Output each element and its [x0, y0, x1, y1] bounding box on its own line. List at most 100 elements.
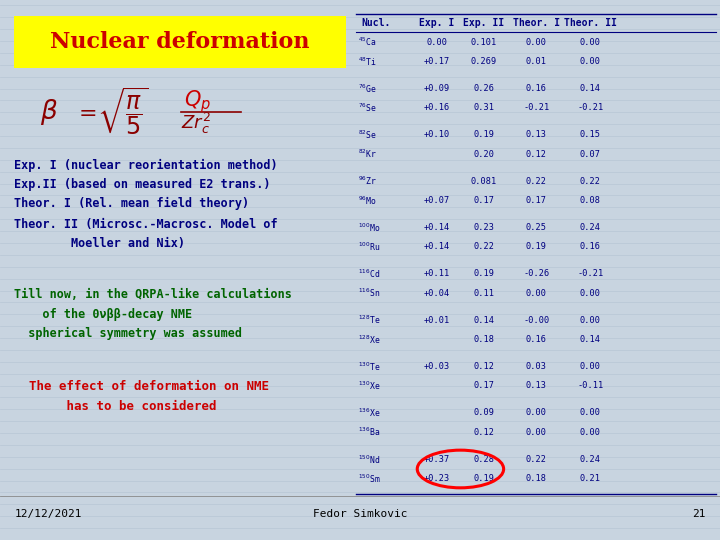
Text: 0.28: 0.28 — [473, 455, 495, 464]
Text: +0.01: +0.01 — [424, 316, 450, 325]
Text: 0.11: 0.11 — [473, 289, 495, 298]
Text: 0.00: 0.00 — [580, 408, 601, 417]
Text: $^{116}$Cd: $^{116}$Cd — [358, 268, 380, 280]
Text: 0.081: 0.081 — [471, 177, 497, 186]
Text: $\beta$: $\beta$ — [40, 97, 58, 127]
Text: 0.19: 0.19 — [473, 269, 495, 279]
Text: $^{130}$Te: $^{130}$Te — [358, 360, 380, 373]
Text: 0.25: 0.25 — [526, 223, 547, 232]
Text: $^{48}$Ti: $^{48}$Ti — [358, 55, 377, 68]
Text: $^{82}$Kr: $^{82}$Kr — [358, 148, 377, 160]
Text: 0.00: 0.00 — [426, 38, 448, 46]
Text: +0.10: +0.10 — [424, 130, 450, 139]
Text: 0.01: 0.01 — [526, 57, 547, 66]
Text: Exp. I (nuclear reorientation method): Exp. I (nuclear reorientation method) — [14, 159, 278, 172]
Text: has to be considered: has to be considered — [14, 400, 217, 413]
Text: Exp. I: Exp. I — [420, 18, 454, 28]
Text: 12/12/2021: 12/12/2021 — [14, 509, 82, 519]
Text: 0.21: 0.21 — [580, 474, 601, 483]
Text: Theor. II: Theor. II — [564, 18, 617, 28]
Text: $^{116}$Sn: $^{116}$Sn — [358, 287, 380, 299]
Text: -0.21: -0.21 — [577, 269, 603, 279]
Text: 0.19: 0.19 — [526, 242, 547, 251]
Text: 0.17: 0.17 — [473, 381, 495, 390]
Text: 0.00: 0.00 — [580, 316, 601, 325]
Text: The effect of deformation on NME: The effect of deformation on NME — [14, 380, 269, 393]
Text: 0.18: 0.18 — [473, 335, 495, 344]
Text: $^{100}$Ru: $^{100}$Ru — [358, 241, 380, 253]
Text: Till now, in the QRPA-like calculations: Till now, in the QRPA-like calculations — [14, 288, 292, 301]
Text: 0.16: 0.16 — [526, 84, 547, 93]
Text: 0.24: 0.24 — [580, 223, 601, 232]
Text: Theor. I: Theor. I — [513, 18, 560, 28]
Text: 0.18: 0.18 — [526, 474, 547, 483]
Text: Exp. II: Exp. II — [463, 18, 505, 28]
Text: 0.14: 0.14 — [580, 84, 601, 93]
Text: 0.14: 0.14 — [473, 316, 495, 325]
Text: $^{76}$Ge: $^{76}$Ge — [358, 82, 377, 94]
Text: +0.03: +0.03 — [424, 362, 450, 371]
Text: 0.08: 0.08 — [580, 196, 601, 205]
Text: 0.269: 0.269 — [471, 57, 497, 66]
Text: $^{128}$Xe: $^{128}$Xe — [358, 333, 380, 346]
Text: Theor. I (Rel. mean field theory): Theor. I (Rel. mean field theory) — [14, 197, 250, 210]
Text: 0.03: 0.03 — [526, 362, 547, 371]
Text: +0.04: +0.04 — [424, 289, 450, 298]
Text: +0.11: +0.11 — [424, 269, 450, 279]
Text: 0.22: 0.22 — [473, 242, 495, 251]
Text: $^{150}$Nd: $^{150}$Nd — [358, 453, 380, 465]
Text: 0.19: 0.19 — [473, 474, 495, 483]
Text: 0.00: 0.00 — [580, 57, 601, 66]
Text: 0.22: 0.22 — [526, 455, 547, 464]
Text: 0.23: 0.23 — [473, 223, 495, 232]
Text: 0.14: 0.14 — [580, 335, 601, 344]
Text: 0.00: 0.00 — [526, 408, 547, 417]
Text: $^{76}$Se: $^{76}$Se — [358, 102, 377, 114]
Text: $Q_p$: $Q_p$ — [184, 88, 211, 115]
Text: -0.21: -0.21 — [523, 103, 549, 112]
Text: -0.21: -0.21 — [577, 103, 603, 112]
Text: $^{96}$Mo: $^{96}$Mo — [358, 194, 377, 207]
Text: 0.00: 0.00 — [580, 38, 601, 46]
Text: Theor. II (Microsc.-Macrosc. Model of: Theor. II (Microsc.-Macrosc. Model of — [14, 218, 278, 231]
Text: Exp.II (based on measured E2 trans.): Exp.II (based on measured E2 trans.) — [14, 178, 271, 191]
Text: Moeller and Nix): Moeller and Nix) — [14, 237, 186, 249]
Text: +0.16: +0.16 — [424, 103, 450, 112]
Text: $\sqrt{\dfrac{\pi}{5}}$: $\sqrt{\dfrac{\pi}{5}}$ — [97, 86, 148, 138]
Text: 0.17: 0.17 — [526, 196, 547, 205]
Text: $^{136}$Xe: $^{136}$Xe — [358, 407, 380, 419]
Text: $^{150}$Sm: $^{150}$Sm — [358, 472, 380, 485]
Text: $^{100}$Mo: $^{100}$Mo — [358, 221, 380, 234]
Text: 0.00: 0.00 — [580, 362, 601, 371]
Text: 0.16: 0.16 — [526, 335, 547, 344]
Text: 0.19: 0.19 — [473, 130, 495, 139]
Text: 0.09: 0.09 — [473, 408, 495, 417]
Text: +0.23: +0.23 — [424, 474, 450, 483]
Text: 0.12: 0.12 — [473, 362, 495, 371]
Text: 0.22: 0.22 — [580, 177, 601, 186]
Text: $^{128}$Te: $^{128}$Te — [358, 314, 380, 327]
Text: +0.07: +0.07 — [424, 196, 450, 205]
Text: +0.09: +0.09 — [424, 84, 450, 93]
Text: Nuclear deformation: Nuclear deformation — [50, 31, 310, 53]
Text: 0.00: 0.00 — [580, 428, 601, 437]
Text: 0.101: 0.101 — [471, 38, 497, 46]
Text: Nucl.: Nucl. — [361, 18, 390, 28]
Text: -0.26: -0.26 — [523, 269, 549, 279]
Text: 0.16: 0.16 — [580, 242, 601, 251]
FancyBboxPatch shape — [14, 16, 346, 68]
Text: 0.17: 0.17 — [473, 196, 495, 205]
Text: 21: 21 — [692, 509, 706, 519]
Text: 0.12: 0.12 — [473, 428, 495, 437]
Text: +0.17: +0.17 — [424, 57, 450, 66]
Text: 0.13: 0.13 — [526, 381, 547, 390]
Text: $^{96}$Zr: $^{96}$Zr — [358, 175, 377, 187]
Text: 0.20: 0.20 — [473, 150, 495, 159]
Text: +0.37: +0.37 — [424, 455, 450, 464]
Text: 0.07: 0.07 — [580, 150, 601, 159]
Text: 0.00: 0.00 — [526, 289, 547, 298]
Text: +0.14: +0.14 — [424, 223, 450, 232]
Text: spherical symmetry was assumed: spherical symmetry was assumed — [14, 327, 243, 340]
Text: 0.00: 0.00 — [526, 38, 547, 46]
Text: -0.00: -0.00 — [523, 316, 549, 325]
